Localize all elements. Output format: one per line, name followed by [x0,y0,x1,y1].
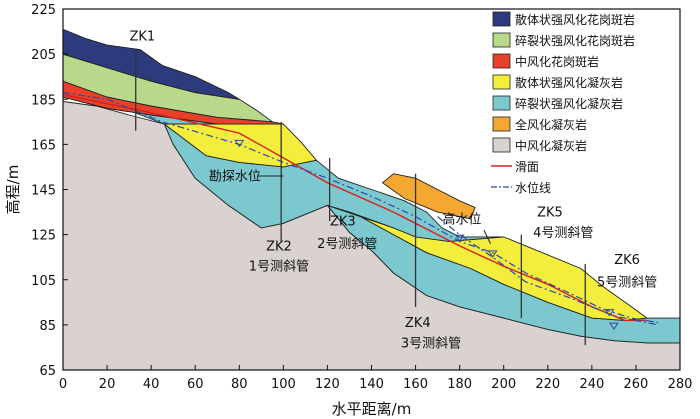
legend-label-tuff_mod: 中风化凝灰岩 [515,138,587,153]
legend-swatch-tuff_frag [492,95,511,111]
y-tick-label: 65 [39,364,56,379]
water-marker-icon [608,322,619,331]
x-tick-label: 220 [535,377,560,392]
x-tick-label: 160 [403,377,428,392]
legend-label-tuff_full: 全风化凝灰岩 [515,117,587,132]
legend-swatch-tuff_loose [492,74,511,90]
x-tick-label: 180 [447,377,472,392]
boreholes [135,49,586,346]
x-tick-label: 240 [579,377,604,392]
legend-label-tuff_frag: 碎裂状强风化凝灰岩 [515,96,623,111]
x-tick-label: 60 [187,377,204,392]
annotation-zk6: ZK6 [614,253,640,268]
layer-granite_loose-9 [63,28,240,100]
legend-swatch-granite_frag [492,32,511,48]
layer-tuff_full-3 [381,173,476,220]
gaoshui-leader [483,229,491,244]
legend-swatch-granite_mod [492,53,511,69]
x-tick-label: 0 [59,377,67,392]
annotation-inc5: 5号测斜管 [597,276,657,291]
annotations: ZK1 勘探水位 ZK2 1号测斜管 ZK3 2号测斜管 高水位 ZK5 4号测斜管 ZK6 5号测… [129,30,657,352]
x-tick-label: 280 [668,377,693,392]
y-tick-label: 125 [31,229,56,244]
water-marker-icon [234,139,245,148]
annotation-zk1: ZK1 [129,30,155,45]
water-marker-icon [487,250,498,258]
legend-label-granite_frag: 碎裂状强风化花岗斑岩 [515,33,635,48]
x-tick-label: 40 [143,377,160,392]
annotation-zk2: ZK2 [266,239,292,254]
y-tick-label: 145 [31,184,56,199]
legend-label-granite_loose: 散体状强风化花岗斑岩 [515,12,635,27]
legend-swatch-granite_loose [492,11,511,27]
y-tick-label: 225 [31,3,56,18]
axes: 0 20 40 60 80 100 120 140 160 180 200 220 240 260 280 6… [4,3,692,418]
annotation-zk3: ZK3 [330,215,356,230]
annotation-inc3: 3号测斜管 [401,336,461,351]
legend-swatch-tuff_full [492,116,511,132]
x-tick-label: 140 [359,377,384,392]
y-tick-label: 185 [31,93,56,108]
legend-swatch-tuff_mod [492,137,511,153]
x-tick-label: 20 [99,377,116,392]
annotation-zk4: ZK4 [405,316,431,331]
legend: 散体状强风化花岗斑岩碎裂状强风化花岗斑岩中风化花岗斑岩散体状强风化凝灰岩碎裂状强… [491,11,635,195]
y-tick-label: 105 [31,274,56,289]
x-tick-label: 200 [491,377,516,392]
annotation-zk5: ZK5 [537,206,563,221]
annotation-inc1: 1号测斜管 [249,260,309,275]
high-water-level-line [437,216,659,326]
x-tick-label: 80 [231,377,248,392]
y-tick-label: 85 [39,319,56,334]
x-axis-label: 水平距离/m [332,400,412,418]
x-tick-label: 120 [315,377,340,392]
legend-label-granite_mod: 中风化花岗斑岩 [515,54,599,69]
annotation-inc4: 4号测斜管 [533,226,593,241]
y-axis-label: 高程/m [4,165,22,215]
annotation-inc2: 2号测斜管 [317,237,377,252]
legend-label-water: 水位线 [515,180,551,195]
water-marker-icon [604,309,615,317]
x-tick-label: 100 [271,377,296,392]
legend-label-tuff_loose: 散体状强风化凝灰岩 [515,75,623,90]
y-tick-label: 205 [31,48,56,63]
water-marker-icon [454,234,465,243]
legend-label-slip: 滑面 [515,160,539,174]
y-tick-label: 165 [31,138,56,153]
annotation-kanta: 勘探水位 [209,169,261,184]
annotation-gaoshui: 高水位 [442,211,481,227]
x-tick-label: 260 [624,377,649,392]
